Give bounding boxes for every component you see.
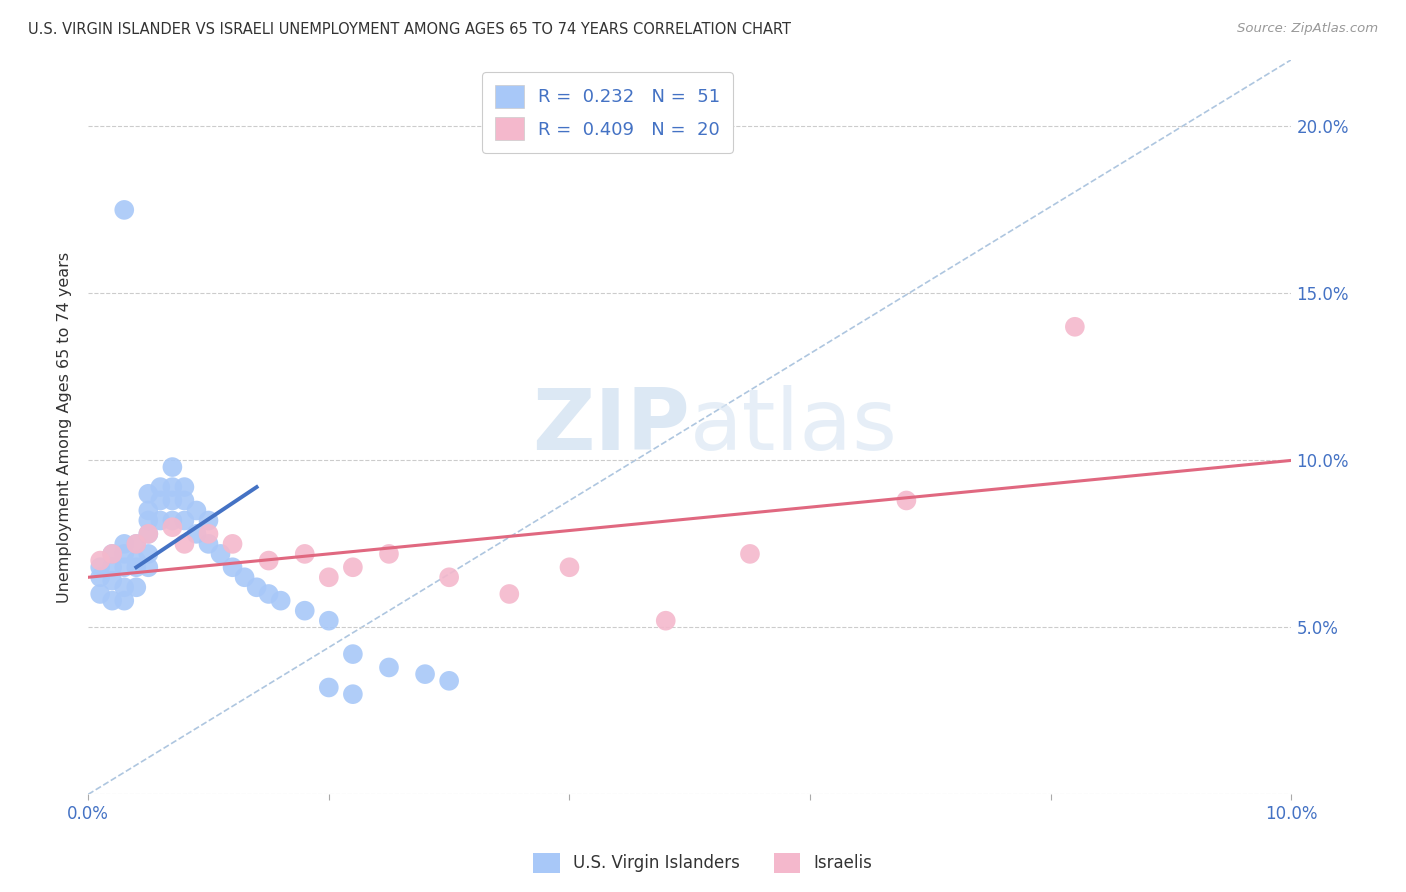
Point	[149, 480, 172, 494]
Point	[112, 560, 135, 574]
Point	[318, 570, 340, 584]
Point	[342, 560, 364, 574]
Point	[221, 537, 243, 551]
Point	[125, 560, 148, 574]
Point	[125, 537, 148, 551]
Point	[162, 480, 184, 494]
Point	[186, 503, 208, 517]
Point	[162, 514, 184, 528]
Point	[270, 593, 292, 607]
Point	[89, 553, 111, 567]
Point	[498, 587, 520, 601]
Legend: U.S. Virgin Islanders, Israelis: U.S. Virgin Islanders, Israelis	[527, 847, 879, 880]
Point	[257, 587, 280, 601]
Point	[294, 604, 316, 618]
Point	[162, 493, 184, 508]
Point	[233, 570, 256, 584]
Point	[896, 493, 918, 508]
Point	[136, 560, 159, 574]
Point	[318, 614, 340, 628]
Point	[654, 614, 676, 628]
Text: Source: ZipAtlas.com: Source: ZipAtlas.com	[1237, 22, 1378, 36]
Point	[378, 547, 401, 561]
Point	[197, 526, 219, 541]
Point	[318, 681, 340, 695]
Point	[89, 560, 111, 574]
Point	[173, 514, 195, 528]
Point	[101, 574, 124, 588]
Point	[738, 547, 761, 561]
Text: U.S. VIRGIN ISLANDER VS ISRAELI UNEMPLOYMENT AMONG AGES 65 TO 74 YEARS CORRELATI: U.S. VIRGIN ISLANDER VS ISRAELI UNEMPLOY…	[28, 22, 792, 37]
Point	[125, 580, 148, 594]
Point	[413, 667, 436, 681]
Point	[221, 560, 243, 574]
Text: atlas: atlas	[690, 385, 898, 468]
Point	[89, 570, 111, 584]
Point	[149, 514, 172, 528]
Point	[101, 547, 124, 561]
Point	[89, 587, 111, 601]
Point	[294, 547, 316, 561]
Point	[125, 553, 148, 567]
Point	[125, 537, 148, 551]
Point	[162, 520, 184, 534]
Point	[162, 460, 184, 475]
Point	[197, 537, 219, 551]
Text: ZIP: ZIP	[531, 385, 690, 468]
Legend: R =  0.232   N =  51, R =  0.409   N =  20: R = 0.232 N = 51, R = 0.409 N = 20	[482, 72, 733, 153]
Point	[173, 537, 195, 551]
Point	[437, 673, 460, 688]
Point	[112, 593, 135, 607]
Point	[101, 560, 124, 574]
Point	[342, 687, 364, 701]
Point	[558, 560, 581, 574]
Point	[173, 493, 195, 508]
Point	[173, 480, 195, 494]
Point	[136, 487, 159, 501]
Point	[136, 547, 159, 561]
Point	[1063, 319, 1085, 334]
Y-axis label: Unemployment Among Ages 65 to 74 years: Unemployment Among Ages 65 to 74 years	[58, 252, 72, 603]
Point	[101, 593, 124, 607]
Point	[136, 526, 159, 541]
Point	[209, 547, 232, 561]
Point	[136, 514, 159, 528]
Point	[342, 647, 364, 661]
Point	[257, 553, 280, 567]
Point	[101, 547, 124, 561]
Point	[437, 570, 460, 584]
Point	[186, 526, 208, 541]
Point	[112, 580, 135, 594]
Point	[112, 537, 135, 551]
Point	[197, 514, 219, 528]
Point	[112, 202, 135, 217]
Point	[246, 580, 269, 594]
Point	[112, 547, 135, 561]
Point	[149, 493, 172, 508]
Point	[136, 503, 159, 517]
Point	[378, 660, 401, 674]
Point	[136, 526, 159, 541]
